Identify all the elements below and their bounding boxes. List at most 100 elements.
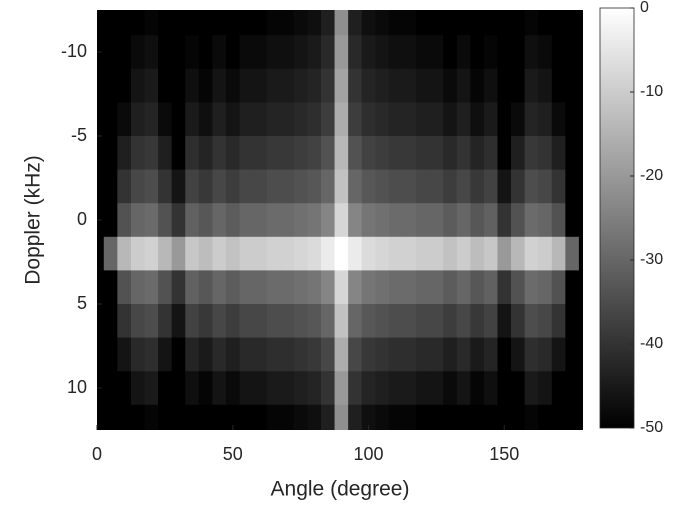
cell	[334, 68, 349, 103]
x-tick-label: 100	[353, 444, 383, 464]
cell	[185, 304, 200, 339]
cell	[185, 136, 200, 171]
cell	[416, 404, 431, 430]
cell	[551, 102, 566, 137]
cell	[158, 337, 173, 372]
cell	[524, 404, 539, 430]
cell	[348, 136, 363, 171]
cell	[334, 371, 349, 406]
cell	[212, 169, 227, 204]
cell	[293, 236, 308, 271]
cell	[117, 102, 132, 137]
cell	[497, 404, 512, 430]
cell	[225, 203, 241, 238]
cell	[158, 35, 173, 70]
cell	[551, 236, 566, 271]
cell	[320, 35, 336, 70]
cell	[307, 35, 322, 70]
cell	[266, 35, 281, 70]
cell	[280, 102, 295, 137]
cell	[443, 270, 458, 305]
cell	[212, 304, 227, 339]
cell	[361, 10, 376, 36]
cell	[470, 304, 485, 339]
cell	[144, 371, 159, 406]
cell	[198, 337, 213, 372]
cell	[361, 304, 376, 339]
cell	[402, 102, 417, 137]
cell	[307, 10, 322, 36]
cell	[266, 236, 281, 271]
cell	[443, 10, 458, 36]
cell	[348, 270, 363, 305]
cell	[198, 35, 213, 70]
cell	[280, 304, 295, 339]
cell	[144, 203, 159, 238]
cell	[266, 68, 281, 103]
cell	[212, 10, 227, 36]
cell	[185, 270, 200, 305]
cell	[239, 169, 254, 204]
cell	[320, 68, 336, 103]
cell	[470, 35, 485, 70]
cell	[511, 371, 526, 406]
cell	[171, 169, 186, 204]
cell	[144, 35, 159, 70]
cell	[551, 136, 566, 171]
cell	[375, 10, 390, 36]
cell	[361, 404, 376, 430]
cell	[307, 304, 322, 339]
cell	[565, 10, 580, 36]
cell	[524, 337, 539, 372]
cell	[483, 371, 498, 406]
cell	[171, 10, 186, 36]
cell	[117, 136, 132, 171]
cell	[253, 404, 268, 430]
cell	[158, 136, 173, 171]
cell	[185, 337, 200, 372]
cell	[429, 236, 444, 271]
cell	[158, 169, 173, 204]
cell	[171, 270, 186, 305]
cell	[253, 169, 268, 204]
cell	[307, 102, 322, 137]
cell	[253, 236, 268, 271]
cell	[198, 10, 213, 36]
cell	[212, 136, 227, 171]
cell	[158, 404, 173, 430]
cell	[470, 270, 485, 305]
cell	[320, 371, 336, 406]
cell	[443, 102, 458, 137]
cell	[334, 304, 349, 339]
cell	[470, 203, 485, 238]
cell	[103, 203, 118, 238]
cell	[402, 136, 417, 171]
cell	[185, 68, 200, 103]
cell	[307, 236, 322, 271]
cell	[103, 371, 118, 406]
cell	[225, 337, 241, 372]
cell	[511, 404, 526, 430]
cell	[280, 203, 295, 238]
cell	[117, 404, 132, 430]
cell	[402, 236, 417, 271]
cell	[293, 404, 308, 430]
cell	[375, 304, 390, 339]
cell	[538, 203, 553, 238]
cell	[158, 371, 173, 406]
cell	[225, 304, 241, 339]
cell	[307, 203, 322, 238]
cell	[497, 10, 512, 36]
cell	[307, 169, 322, 204]
cell	[158, 236, 173, 271]
cell	[253, 35, 268, 70]
colorbar-tick-label: 0	[640, 0, 649, 16]
cell	[578, 337, 583, 372]
cell	[144, 337, 159, 372]
cell	[551, 10, 566, 36]
cell	[524, 102, 539, 137]
cell	[511, 169, 526, 204]
cell	[158, 10, 173, 36]
cell	[130, 10, 146, 36]
cell	[253, 68, 268, 103]
